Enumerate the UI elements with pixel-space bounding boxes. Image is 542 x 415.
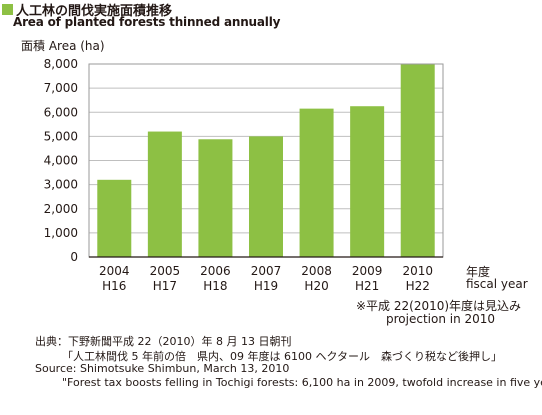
bar xyxy=(97,179,132,257)
bar xyxy=(249,136,283,257)
x-tick-label-era: H16 xyxy=(102,279,126,293)
y-tick-label: 4,000 xyxy=(44,154,78,168)
bar xyxy=(400,64,435,257)
source-line-2: 「人工林間伐 5 年前の倍 県内、09 年度は 6100 ヘクタール 森づくり税… xyxy=(62,350,503,363)
bar xyxy=(198,139,233,257)
y-tick-label: 2,000 xyxy=(44,202,78,216)
x-tick-labels: 2004H162005H172006H182007H192008H202009H… xyxy=(99,264,433,293)
title-row: 人工林の間伐実施面積推移 xyxy=(2,0,173,19)
y-tick-label: 1,000 xyxy=(44,226,78,240)
y-tick-label: 0 xyxy=(70,250,78,264)
y-axis-label: 面積 Area (ha) xyxy=(21,39,105,53)
chart-title-jp: 人工林の間伐実施面積推移 xyxy=(16,3,173,19)
bar-chart: 0 1,000 2,000 3,000 4,000 5,000 6,000 7,000 8,00… xyxy=(44,57,444,293)
y-tick-label: 3,000 xyxy=(44,178,78,192)
plot-frame xyxy=(88,63,444,258)
x-tick-label-era: H18 xyxy=(203,279,227,293)
x-tick-label-year: 2004 xyxy=(99,264,130,278)
x-tick-label-year: 2008 xyxy=(301,264,332,278)
bar xyxy=(350,106,385,257)
source-line-3: Source: Shimotsuke Shimbun, March 13, 20… xyxy=(35,362,290,375)
x-tick-label-era: H21 xyxy=(355,279,379,293)
y-tick-labels: 0 1,000 2,000 3,000 4,000 5,000 6,000 7,000 8,00… xyxy=(44,57,78,264)
bar xyxy=(299,108,334,257)
projection-note-jp: ※平成 22(2010)年度は見込み xyxy=(356,299,522,313)
bars xyxy=(97,64,435,257)
source-line-4: "Forest tax boosts felling in Tochigi fo… xyxy=(62,376,542,389)
x-tick-label-era: H20 xyxy=(304,279,328,293)
y-tick-label: 8,000 xyxy=(44,57,78,71)
source-line-1: 出典：下野新聞平成 22（2010）年 8 月 13 日朝刊 xyxy=(35,335,292,348)
x-tick-label-year: 2005 xyxy=(150,264,181,278)
chart-title-en: Area of planted forests thinned annually xyxy=(13,15,281,29)
y-tick-label: 5,000 xyxy=(44,129,78,143)
x-tick-label-year: 2010 xyxy=(402,264,433,278)
x-tick-label-era: H19 xyxy=(254,279,278,293)
x-tick-label-era: H17 xyxy=(153,279,177,293)
x-axis-label-jp: 年度 xyxy=(466,265,491,279)
x-tick-label-era: H22 xyxy=(406,279,430,293)
projection-note-en: projection in 2010 xyxy=(386,312,496,326)
y-tick-label: 7,000 xyxy=(44,81,78,95)
title-marker-square xyxy=(2,3,13,15)
x-tick-label-year: 2007 xyxy=(251,264,282,278)
y-tick-label: 6,000 xyxy=(44,105,78,119)
x-tick-label-year: 2009 xyxy=(352,264,383,278)
x-tick-label-year: 2006 xyxy=(200,264,231,278)
x-axis-label-en: fiscal year xyxy=(466,277,528,291)
bar xyxy=(147,131,182,257)
